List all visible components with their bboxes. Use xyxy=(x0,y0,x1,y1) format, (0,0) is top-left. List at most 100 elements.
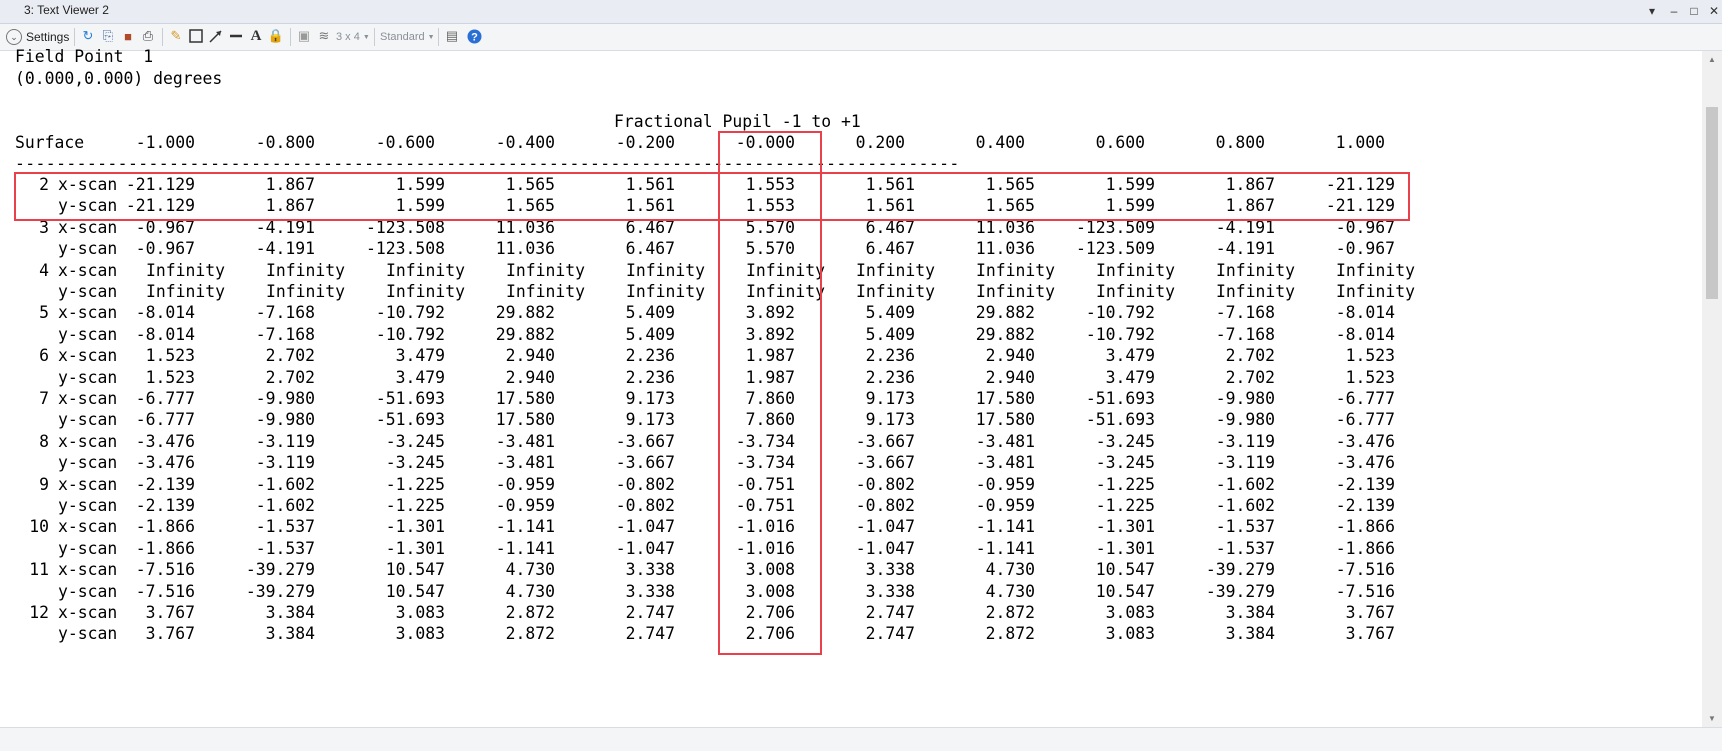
table-cell: 3.338 xyxy=(865,581,915,601)
scroll-up-icon[interactable]: ▲ xyxy=(1708,55,1716,64)
scan-label: x-scan xyxy=(58,560,118,580)
table-cell: -0.967 xyxy=(1335,217,1395,237)
table-cell: -3.245 xyxy=(385,453,445,473)
table-cell: -3.476 xyxy=(135,431,195,451)
surface-number: 10 xyxy=(29,517,49,537)
pencil-icon[interactable]: ✎ xyxy=(170,28,182,43)
table-cell: 4.730 xyxy=(505,581,555,601)
table-cell: -1.016 xyxy=(735,517,795,537)
print-icon[interactable]: ⎙ xyxy=(142,28,154,43)
table-cell: 3.767 xyxy=(145,624,195,644)
copy-icon[interactable]: ⎘ xyxy=(102,28,114,43)
settings-button[interactable]: ⌄ Settings xyxy=(6,28,69,46)
refresh-icon[interactable]: ↻ xyxy=(82,28,94,43)
scrollbar-thumb[interactable] xyxy=(1706,107,1718,299)
table-cell: -3.119 xyxy=(1215,453,1275,473)
window-menu-button[interactable]: ▾ xyxy=(1648,4,1656,18)
pupil-title: Fractional Pupil -1 to +1 xyxy=(614,112,861,131)
surface-number xyxy=(15,624,49,644)
scan-label: x-scan xyxy=(58,217,118,237)
table-cell: 1.867 xyxy=(1225,175,1275,194)
table-cell: 2.747 xyxy=(625,624,675,644)
table-cell: -39.279 xyxy=(245,581,315,601)
surface-number xyxy=(15,582,49,602)
table-cell: 1.599 xyxy=(395,175,445,194)
table-cell: 11.036 xyxy=(495,217,555,237)
table-cell: -8.014 xyxy=(135,324,195,344)
scan-label: y-scan xyxy=(58,196,118,216)
text-tool-icon[interactable]: A xyxy=(250,27,262,44)
table-cell: Infinity xyxy=(976,260,1055,280)
table-cell: -7.516 xyxy=(135,560,195,580)
table-cell: -3.245 xyxy=(1095,453,1155,473)
table-cell: 4.730 xyxy=(985,560,1035,580)
lock-icon[interactable]: 🔒 xyxy=(267,28,285,43)
table-cell: Infinity xyxy=(1096,282,1175,301)
save-icon[interactable]: ■ xyxy=(124,28,132,44)
table-cell: -2.139 xyxy=(1335,474,1395,494)
scan-label: y-scan xyxy=(58,496,118,515)
table-cell: 3.338 xyxy=(625,581,675,601)
toolbar-divider xyxy=(74,28,75,46)
table-cell: -1.602 xyxy=(1215,474,1275,494)
help-icon[interactable]: ? xyxy=(466,28,482,44)
table-cell: -6.777 xyxy=(1335,389,1395,408)
table-cell: 6.467 xyxy=(865,217,915,237)
column-header: -0.600 xyxy=(375,133,435,152)
layout-dropdown[interactable]: 3 x 4 ▼ xyxy=(336,28,370,46)
table-cell: -1.537 xyxy=(1215,517,1275,537)
maximize-button[interactable]: □ xyxy=(1690,4,1698,18)
table-cell: -3.476 xyxy=(1335,431,1395,451)
minimize-button[interactable]: – xyxy=(1670,4,1678,18)
table-cell: -1.047 xyxy=(615,517,675,537)
document-icon[interactable]: ▤ xyxy=(445,28,459,43)
table-cell: 29.882 xyxy=(495,324,555,344)
table-cell: 10.547 xyxy=(1095,581,1155,601)
layers-icon[interactable]: ≋ xyxy=(318,28,330,43)
rectangle-icon[interactable] xyxy=(188,28,204,44)
table-cell: 3.083 xyxy=(395,624,445,644)
table-cell: -123.509 xyxy=(1076,239,1155,259)
arrow-icon[interactable] xyxy=(208,28,224,44)
table-cell: 4.730 xyxy=(985,581,1035,601)
table-cell: -4.191 xyxy=(1215,217,1275,237)
table-cell: 3.479 xyxy=(395,346,445,366)
table-cell: -39.279 xyxy=(1205,560,1275,580)
table-cell: -0.802 xyxy=(855,474,915,494)
table-cell: 2.702 xyxy=(1225,346,1275,366)
style-dropdown[interactable]: Standard ▼ xyxy=(380,28,435,46)
table-cell: 3.479 xyxy=(395,367,445,387)
field-point-line: Field Point 1 xyxy=(15,47,154,66)
table-cell: -3.667 xyxy=(855,453,915,473)
column-header: -0.800 xyxy=(255,133,315,152)
table-cell: -1.301 xyxy=(1095,538,1155,558)
table-cell: 2.747 xyxy=(865,603,915,622)
table-cell: 3.384 xyxy=(1225,603,1275,622)
window-icon[interactable]: ▣ xyxy=(297,28,311,43)
line-icon[interactable] xyxy=(228,28,244,44)
table-cell: -1.016 xyxy=(735,538,795,558)
table-cell: 1.523 xyxy=(145,367,195,387)
table-cell: -1.047 xyxy=(615,538,675,558)
surface-number xyxy=(15,368,49,388)
table-cell: -3.476 xyxy=(135,453,195,473)
table-cell: Infinity xyxy=(146,260,225,280)
table-cell: -1.047 xyxy=(855,517,915,537)
scroll-down-icon[interactable]: ▼ xyxy=(1708,714,1716,723)
table-cell: 3.767 xyxy=(1345,603,1395,622)
vertical-scrollbar[interactable]: ▲ ▼ xyxy=(1702,51,1722,727)
table-cell: 17.580 xyxy=(495,410,555,430)
divider-line: ----------------------------------------… xyxy=(15,154,960,173)
column-header: 0.200 xyxy=(855,133,905,152)
table-cell: 1.523 xyxy=(1345,367,1395,387)
table-cell: 9.173 xyxy=(865,389,915,408)
table-cell: -51.693 xyxy=(1085,389,1155,408)
table-cell: 3.767 xyxy=(145,603,195,622)
table-cell: -3.481 xyxy=(975,431,1035,451)
close-button[interactable]: ✕ xyxy=(1708,4,1720,18)
table-cell: -6.777 xyxy=(1335,410,1395,430)
table-cell: 3.767 xyxy=(1345,624,1395,644)
table-cell: -1.866 xyxy=(1335,538,1395,558)
column-header: 1.000 xyxy=(1335,133,1385,152)
table-cell: -123.508 xyxy=(366,239,445,259)
